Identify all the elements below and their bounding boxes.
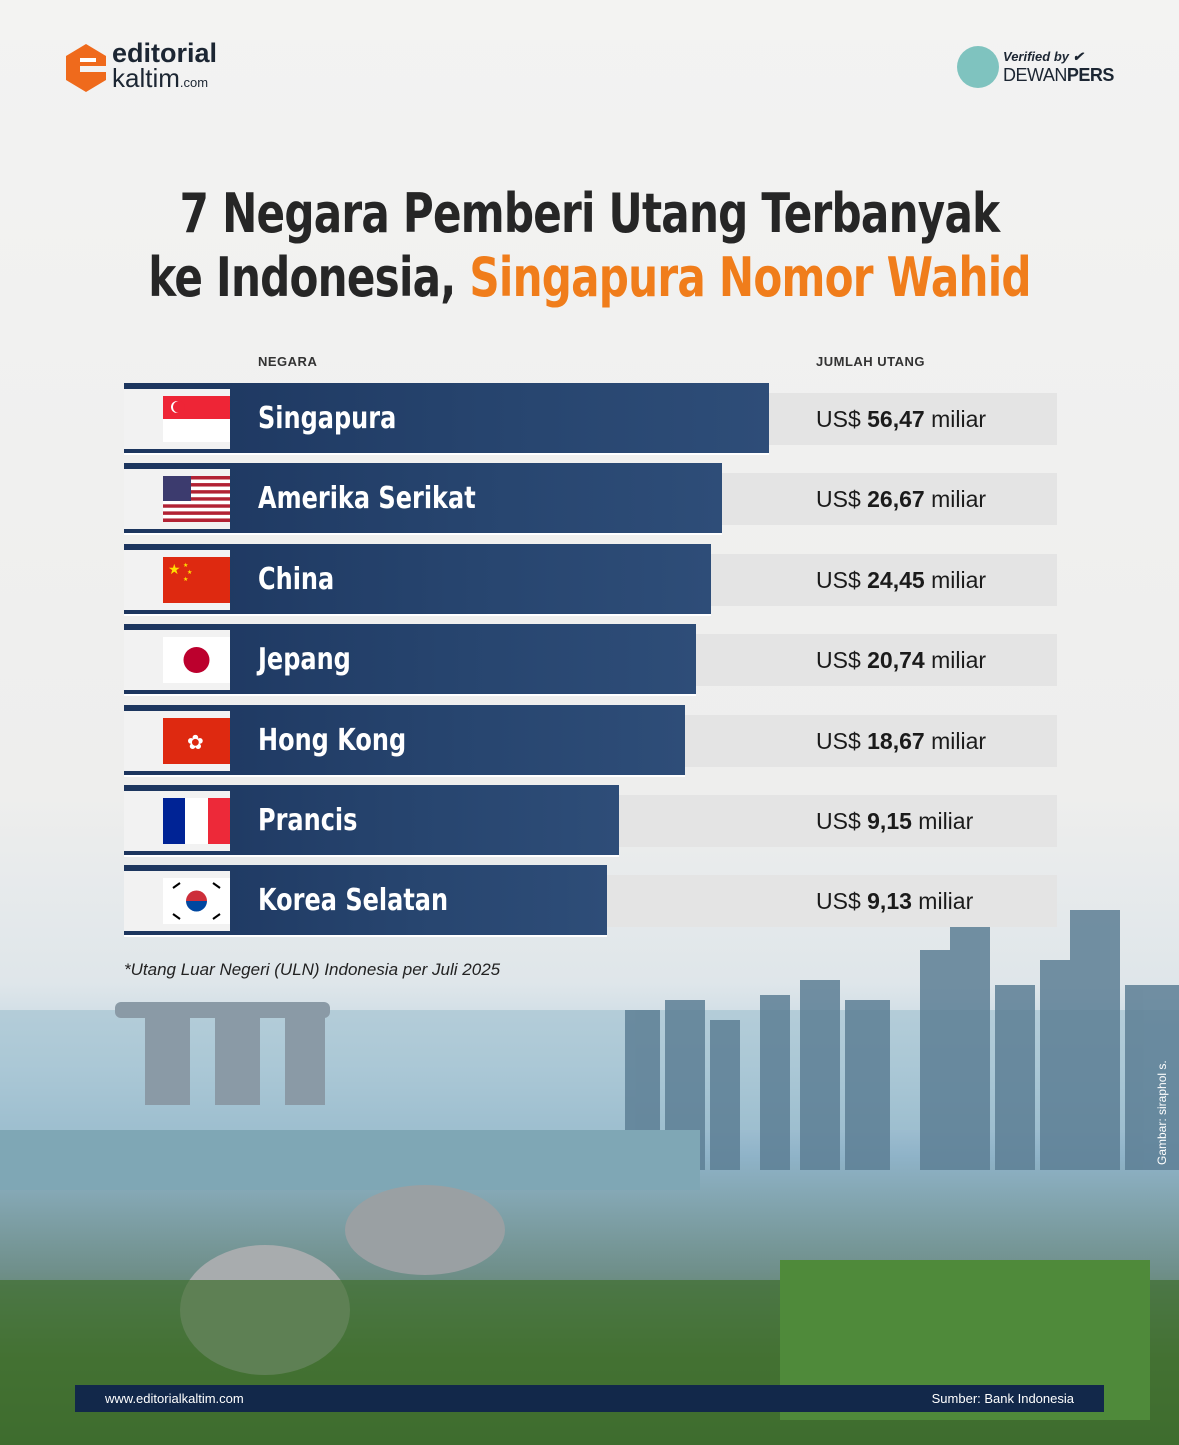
column-header-country: NEGARA <box>258 354 318 369</box>
image-credit: Gambar: siraphol s. <box>1155 1060 1169 1165</box>
flag-cell <box>124 389 230 449</box>
singapore-skyline-photo <box>0 910 1179 1445</box>
svg-text:✿: ✿ <box>187 732 204 754</box>
bar-row: US$ 20,74 miliar Jepang <box>124 624 1057 697</box>
country-label: Prancis <box>258 803 358 838</box>
footer-website-link[interactable]: www.editorialkaltim.com <box>105 1391 244 1406</box>
japan-flag-icon <box>163 637 230 684</box>
flag-cell: ✿ <box>124 710 230 771</box>
value-label: US$ 20,74 miliar <box>816 647 987 674</box>
svg-text:★: ★ <box>168 561 181 577</box>
verified-by-text: Verified by ✔ <box>1003 48 1084 64</box>
bar-row: US$ 18,67 miliar ✿ Hong Kong <box>124 704 1057 777</box>
checkmark-icon: ✔ <box>1072 48 1084 64</box>
bar <box>124 383 769 455</box>
country-label: Hong Kong <box>258 722 407 758</box>
page-title: 7 Negara Pemberi Utang Terbanyak ke Indo… <box>130 182 1050 310</box>
svg-text:★: ★ <box>183 576 188 583</box>
column-header-amount: JUMLAH UTANG <box>816 354 926 369</box>
logo-text-editorial: editorial <box>112 38 218 68</box>
logo-text-kaltim: kaltim.com <box>112 63 209 93</box>
country-label: Amerika Serikat <box>258 481 476 517</box>
verified-dewan-pers-badge: Verified by ✔ DEWANPERS <box>957 46 1114 88</box>
singapore-flag-icon <box>163 396 230 442</box>
hong-kong-flag-icon: ✿ <box>163 717 230 764</box>
title-line-2: ke Indonesia, Singapura Nomor Wahid <box>148 246 1031 309</box>
france-flag-icon <box>163 798 230 844</box>
svg-text:★: ★ <box>187 569 192 576</box>
editorialkaltim-logo: editorial kaltim.com <box>66 40 217 95</box>
footer-bar: www.editorialkaltim.com Sumber: Bank Ind… <box>75 1385 1104 1412</box>
bar-row: US$ 26,67 miliar Amerika Serikat <box>124 463 1057 536</box>
value-label: US$ 18,67 miliar <box>816 727 987 754</box>
svg-text:★: ★ <box>183 562 188 569</box>
value-label: US$ 56,47 miliar <box>816 406 987 432</box>
value-label: US$ 9,13 miliar <box>816 888 974 915</box>
country-label: Jepang <box>258 642 351 678</box>
country-label: Singapura <box>258 401 397 436</box>
title-line-1: 7 Negara Pemberi Utang Terbanyak <box>179 182 1000 245</box>
flag-cell <box>124 469 230 530</box>
bar-row: US$ 9,13 miliar Korea Selatan <box>124 865 1057 938</box>
footer-source: Sumber: Bank Indonesia <box>931 1391 1074 1406</box>
flag-cell <box>124 630 230 691</box>
value-label: US$ 24,45 miliar <box>816 566 987 593</box>
bar-row: US$ 9,15 miliar Prancis <box>124 785 1057 857</box>
usa-flag-icon <box>163 476 230 523</box>
dewan-pers-seal-icon <box>957 46 999 88</box>
bar-row: US$ 56,47 miliar Singapura <box>124 383 1057 455</box>
dewan-pers-text: DEWANPERS <box>1003 64 1114 85</box>
title-highlight: Singapura Nomor Wahid <box>469 246 1031 309</box>
country-label: Korea Selatan <box>258 883 449 919</box>
bar-row: US$ 24,45 miliar ★ ★ ★ ★ China <box>124 543 1057 616</box>
flag-cell <box>124 791 230 851</box>
value-label: US$ 9,15 miliar <box>816 808 974 834</box>
logo-e-icon <box>66 43 106 92</box>
value-label: US$ 26,67 miliar <box>816 486 987 513</box>
south-korea-flag-icon <box>163 878 230 925</box>
country-label: China <box>258 561 335 597</box>
flag-cell: ★ ★ ★ ★ <box>124 549 230 610</box>
footnote: *Utang Luar Negeri (ULN) Indonesia per J… <box>124 960 501 979</box>
flag-cell <box>124 871 230 932</box>
china-flag-icon: ★ ★★★ <box>163 556 230 603</box>
